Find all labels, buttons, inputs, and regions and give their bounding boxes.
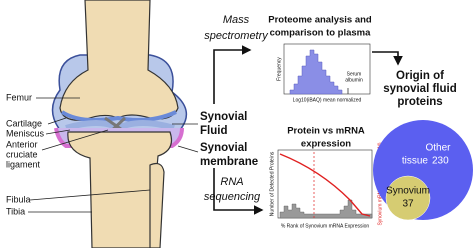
- panel-title: comparison to plasma: [270, 28, 372, 39]
- venn-circle: [385, 175, 431, 221]
- arrow: [213, 45, 252, 104]
- venn-label: Synovium: [386, 186, 430, 197]
- method: sequencing: [204, 191, 261, 203]
- heading: Origin of: [396, 70, 444, 82]
- heading: Fluid: [200, 125, 227, 137]
- label: Femur: [6, 92, 32, 102]
- heading: Synovial: [200, 142, 247, 154]
- venn-count: 230: [432, 156, 449, 167]
- label: Meniscus: [6, 128, 45, 138]
- label: Anterior: [6, 139, 38, 149]
- axis-label: Frequency: [276, 57, 282, 81]
- arrow: [372, 51, 403, 66]
- label: Tibia: [6, 206, 25, 216]
- axis-label: Log10(iBAQ) mean normalized: [293, 97, 362, 103]
- knee-drawing: [51, 0, 188, 248]
- pointer: [29, 189, 151, 201]
- axis-label: % Rank of Synovium mRNA Expression: [281, 223, 370, 229]
- heading: membrane: [200, 156, 258, 168]
- label: ligament: [6, 159, 41, 169]
- bar-line-chart: [277, 149, 373, 219]
- pointer: [47, 117, 67, 125]
- pointer: [45, 129, 71, 135]
- arrow: [213, 168, 264, 215]
- label: cruciate: [6, 149, 38, 159]
- annotation: Serum: [347, 71, 362, 77]
- histogram: [283, 43, 371, 95]
- method: Mass: [223, 14, 250, 26]
- method: RNA: [220, 176, 243, 188]
- annotation: albumin: [345, 77, 363, 83]
- pointer: [177, 145, 199, 153]
- venn-count: 37: [402, 199, 414, 210]
- panel-title: Proteome analysis and: [268, 15, 372, 26]
- venn-label: tissue: [402, 156, 429, 167]
- venn-label: Other: [425, 143, 451, 154]
- method: spectrometry: [204, 30, 269, 42]
- label: Cartilage: [6, 118, 42, 128]
- heading: Synovial: [200, 111, 247, 123]
- panel-title: expression: [301, 139, 351, 150]
- pointer: [41, 129, 109, 151]
- label: Fibula: [6, 194, 31, 204]
- axis-label: Number of Detected Proteins: [269, 151, 275, 216]
- panel-title: Protein vs mRNA: [287, 126, 365, 137]
- heading: proteins: [397, 96, 442, 108]
- heading: synovial fluid: [383, 83, 457, 95]
